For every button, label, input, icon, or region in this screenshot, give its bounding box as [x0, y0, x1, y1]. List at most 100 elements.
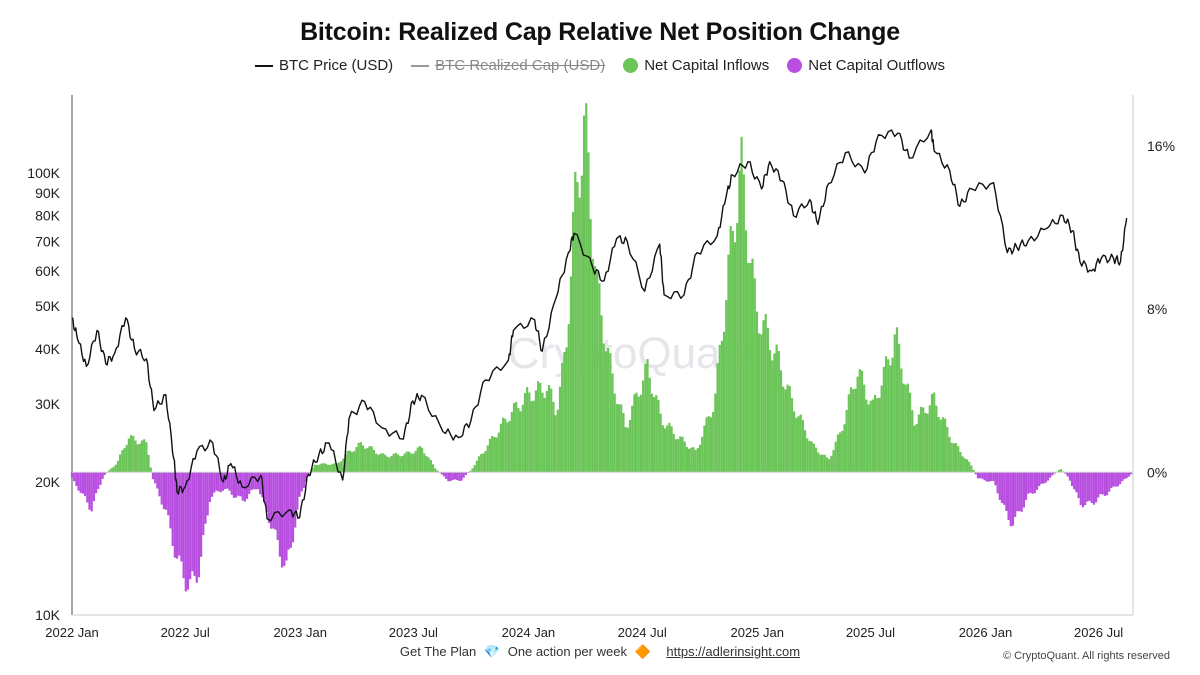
inflow-bar [668, 422, 671, 473]
inflow-bar [394, 452, 397, 473]
outflow-bar [1110, 472, 1113, 488]
outflow-bar [1121, 472, 1124, 482]
outflow-bar [1079, 472, 1082, 506]
inflow-bar [690, 447, 693, 473]
inflow-bar [326, 464, 330, 473]
inflow-bar [475, 460, 478, 473]
inflow-bar [819, 454, 822, 473]
legend-item-outflows[interactable]: Net Capital Outflows [787, 57, 945, 74]
inflow-bar [666, 425, 669, 473]
inflow-bar [674, 439, 678, 473]
inflow-bar [381, 453, 384, 473]
inflow-bar [561, 362, 564, 473]
outflow-bar [265, 472, 268, 513]
outflow-bar [985, 472, 988, 482]
outflow-bar [1003, 472, 1006, 505]
outflow-bar [1070, 472, 1074, 487]
inflow-bar [705, 417, 708, 473]
outflow-bar [189, 472, 192, 580]
legend-dot-swatch [787, 58, 803, 73]
inflow-bar [836, 434, 839, 473]
inflow-bar [569, 276, 573, 473]
inflow-bar [401, 455, 404, 473]
legend-item-realized-cap[interactable]: BTC Realized Cap (USD) [411, 57, 605, 74]
inflow-bar [687, 448, 691, 473]
x-tick-label: 2022 Jul [161, 625, 210, 640]
outflow-bar [154, 472, 157, 484]
inflow-bar [344, 454, 347, 473]
inflow-bar [486, 445, 489, 473]
promo-link[interactable]: https://adlerinsight.com [666, 644, 801, 659]
inflow-bar [841, 431, 844, 473]
y-tick-label-left: 70K [35, 233, 61, 249]
outflow-bar [182, 472, 185, 579]
outflow-bar [1035, 472, 1039, 490]
inflow-bar [477, 456, 481, 473]
inflow-bar [355, 447, 358, 473]
inflow-bar [919, 406, 923, 473]
outflow-bar [204, 472, 207, 524]
outflow-bar [252, 472, 255, 490]
outflow-bar [456, 472, 459, 480]
outflow-bar [228, 472, 231, 491]
watermark: CryptoQuant [508, 329, 757, 378]
inflow-bar [431, 464, 435, 473]
inflow-bar [410, 453, 413, 473]
y-tick-label-right: 16% [1147, 138, 1175, 154]
inflow-bar [906, 383, 910, 473]
outflow-bar [79, 472, 82, 493]
inflow-bar [377, 454, 380, 473]
inflow-bar [733, 242, 737, 473]
outflow-bar [992, 472, 995, 482]
inflow-bar [633, 394, 636, 473]
x-tick-label: 2025 Jan [730, 625, 784, 640]
outflow-bar [151, 472, 155, 480]
inflow-bar [941, 417, 945, 473]
outflow-bar [270, 472, 273, 529]
inflow-bar [727, 254, 730, 473]
inflow-bar [755, 311, 759, 473]
inflow-bar [635, 392, 638, 473]
outflow-bar [206, 472, 209, 516]
inflow-bar [823, 454, 826, 473]
inflow-bar [572, 211, 575, 473]
inflow-bar [884, 356, 888, 473]
inflow-bar [738, 170, 741, 473]
outflow-bar [1031, 472, 1034, 494]
inflow-bar [775, 344, 778, 473]
outflow-bar [1018, 472, 1021, 512]
inflow-bar [709, 417, 713, 473]
inflow-bar [891, 357, 894, 473]
legend-item-inflows[interactable]: Net Capital Inflows [623, 57, 769, 74]
inflow-bar [340, 461, 343, 473]
outflow-bar [1099, 472, 1102, 495]
outflow-bar [213, 472, 216, 493]
inflow-bar [497, 432, 500, 473]
inflow-bar [491, 435, 494, 473]
inflow-bar [523, 393, 527, 473]
inflow-bar [506, 422, 509, 473]
inflow-bar [469, 470, 472, 473]
inflow-bar [348, 450, 352, 473]
inflow-bar [526, 387, 529, 473]
inflow-bar [939, 419, 942, 473]
inflow-bar [480, 454, 483, 473]
inflow-bar [112, 466, 115, 473]
legend-item-btc-price[interactable]: BTC Price (USD) [254, 57, 393, 74]
inflow-bar [882, 366, 885, 473]
inflow-bar [865, 399, 868, 473]
inflow-bar [405, 451, 408, 473]
outflow-bar [305, 472, 308, 482]
inflow-bar [729, 226, 732, 473]
outflow-bar [994, 472, 997, 486]
inflow-bar [624, 427, 627, 473]
inflow-bar [313, 464, 316, 473]
inflow-bar [898, 343, 901, 473]
outflow-bar [210, 472, 214, 497]
inflow-bar [672, 433, 675, 473]
inflow-bar [388, 457, 391, 473]
outflow-bar [1007, 472, 1010, 521]
inflow-bar [847, 394, 850, 473]
inflow-bar [532, 400, 535, 473]
inflow-bar [138, 443, 141, 473]
